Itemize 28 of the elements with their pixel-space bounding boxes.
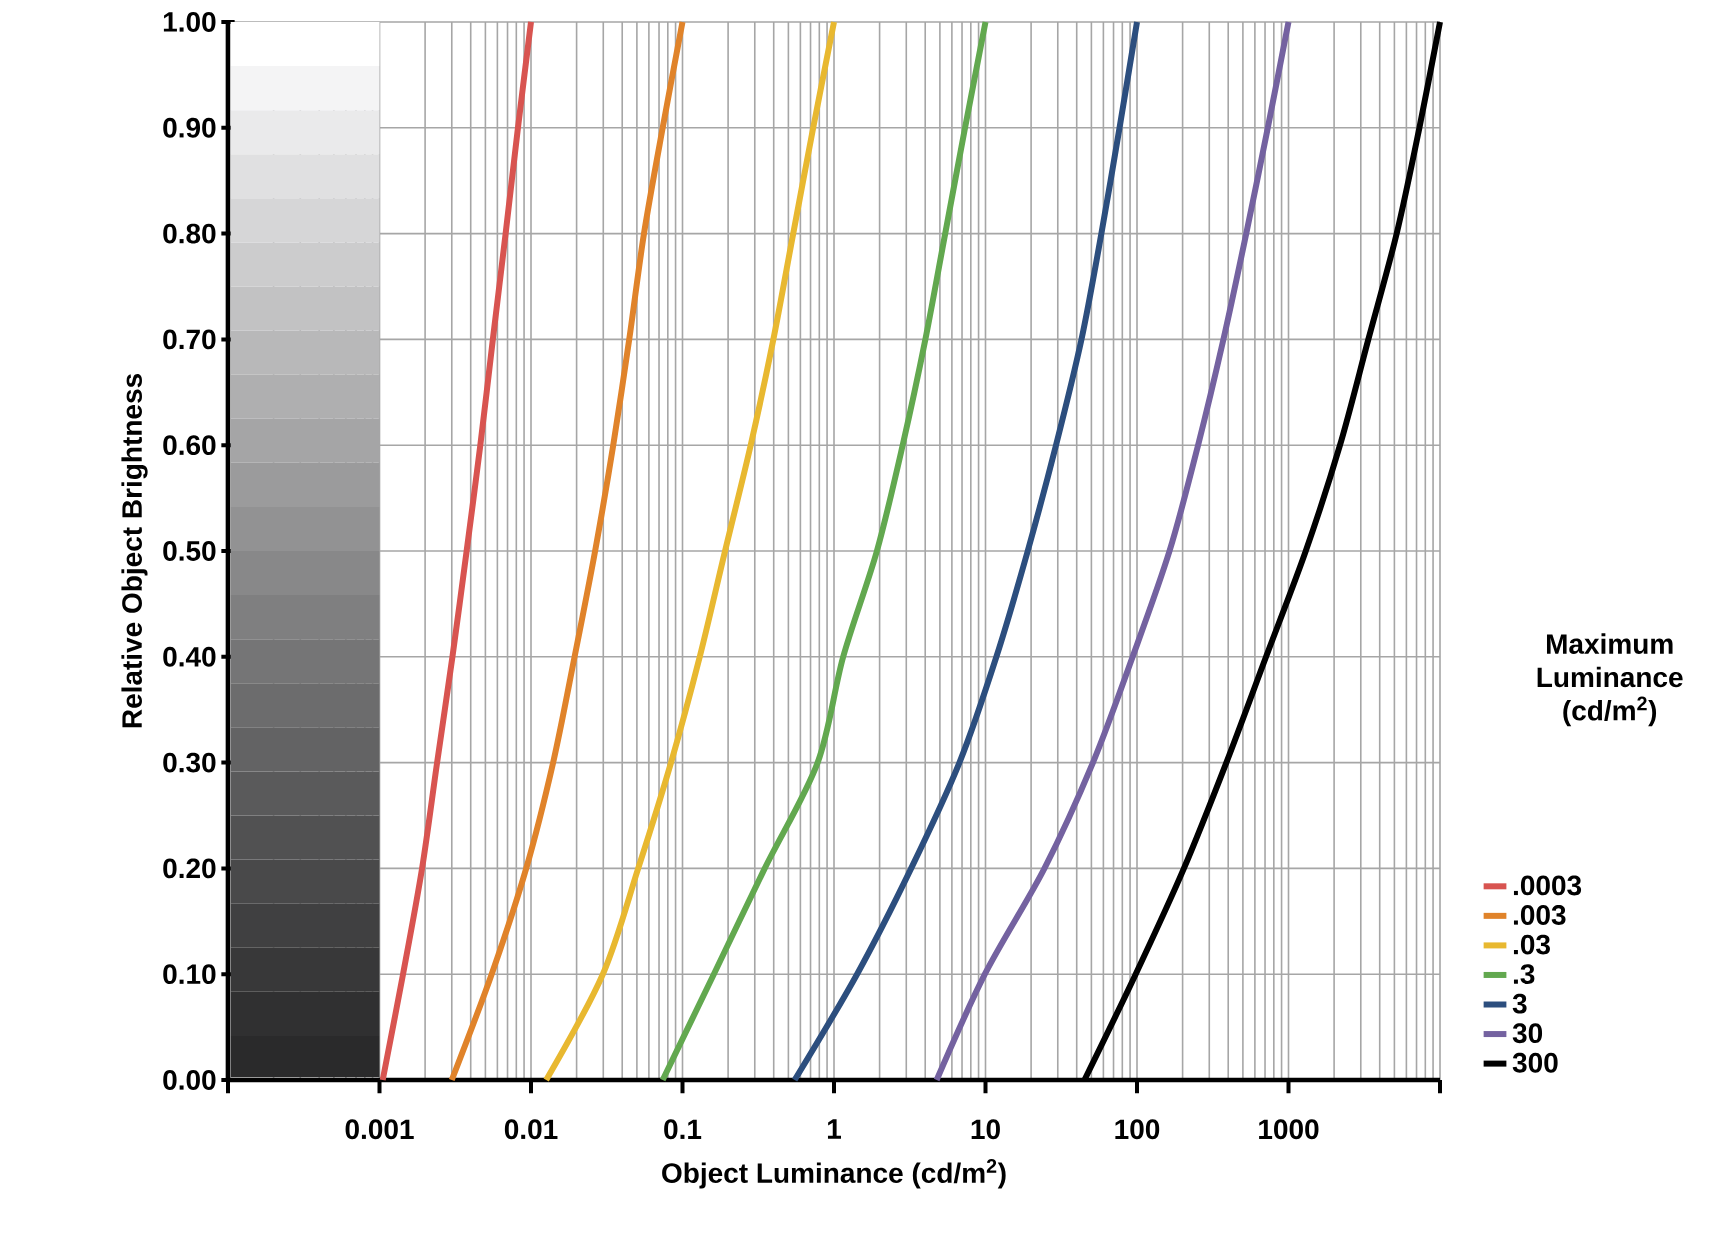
legend-label: .3: [1513, 964, 1535, 985]
y-tick-label: 0.70: [163, 329, 216, 350]
legend-title: Maximum Luminance (cd/m$^{2}$): [1537, 633, 1683, 727]
y-tick-label: 1.00: [163, 12, 216, 32]
x-tick-label: 1: [827, 1119, 841, 1139]
y-axis-title: Relative Object Brightness: [121, 373, 148, 728]
y-tick-label: 0.30: [163, 752, 216, 773]
x-tick-label: 100: [1115, 1119, 1160, 1140]
x-tick-label: 10: [971, 1119, 1000, 1140]
y-tick-label: 0.00: [163, 1070, 216, 1090]
legend-label: 30: [1512, 1023, 1543, 1044]
legend-label: 300: [1512, 1052, 1558, 1073]
x-tick-label: 0.001: [345, 1119, 414, 1140]
x-axis-title: Object Luminance (cd/m$^{2}$): [662, 1159, 1006, 1189]
legend-label: .003: [1513, 905, 1566, 925]
x-tick-label: 0.01: [504, 1119, 558, 1140]
legend-label: 3: [1512, 993, 1527, 1014]
x-tick-label: 1000: [1259, 1119, 1319, 1140]
y-tick-label: 0.20: [163, 858, 216, 879]
legend-label: .03: [1513, 934, 1550, 955]
y-tick-label: 0.40: [163, 646, 216, 667]
y-tick-label: 0.90: [163, 117, 216, 138]
y-tick-label: 0.80: [163, 223, 216, 244]
legend-label: .0003: [1513, 875, 1582, 896]
x-tick-label: 0.1: [664, 1119, 702, 1140]
y-tick-label: 0.10: [163, 964, 216, 985]
y-tick-label: 0.50: [163, 541, 216, 561]
y-tick-label: 0.60: [163, 435, 216, 456]
